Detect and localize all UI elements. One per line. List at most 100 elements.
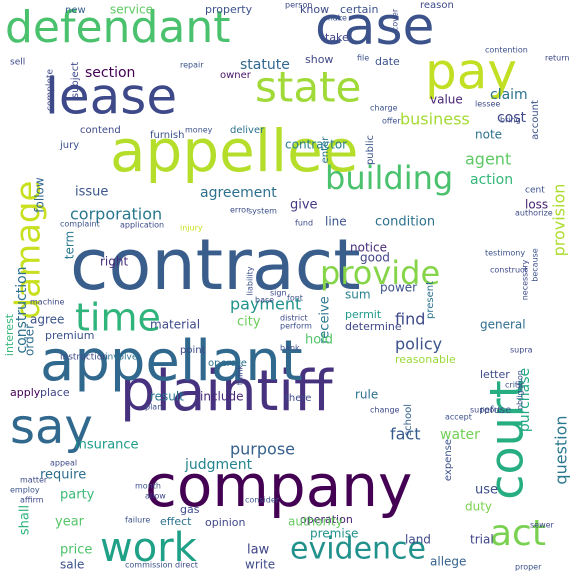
word-land: land	[405, 533, 431, 547]
word-action: action	[470, 172, 513, 188]
word-letter: letter	[480, 368, 510, 381]
word-premise: premise	[310, 527, 358, 541]
word-premium: premium	[45, 329, 95, 342]
word-trial: trial	[470, 533, 494, 547]
word-section: section	[85, 65, 135, 81]
word-pay: pay	[425, 43, 517, 101]
word-issue: issue	[75, 185, 108, 200]
word-think: think	[236, 365, 245, 386]
word-policy: policy	[395, 335, 442, 354]
word-allow: allow	[145, 492, 166, 501]
word-take: take	[325, 31, 349, 44]
word-plaintiff: plaintiff	[120, 359, 334, 424]
word-cover: cover	[391, 8, 400, 31]
word-complaint: complaint	[60, 220, 100, 229]
word-authority: authority	[288, 515, 343, 529]
word-notice: notice	[350, 241, 387, 255]
word-necessary: necessary	[521, 259, 530, 300]
word-rule: rule	[355, 388, 378, 402]
word-find: find	[395, 310, 425, 329]
word-appellant: appellant	[40, 329, 303, 394]
word-value: value	[430, 93, 463, 107]
word-point: point	[180, 345, 206, 356]
word-price: price	[60, 543, 92, 558]
word-consider: consider	[245, 496, 280, 505]
word-file: file	[357, 54, 369, 63]
word-matter: matter	[20, 476, 48, 485]
word-follow: follow	[33, 177, 47, 213]
word-operation: operation	[300, 513, 353, 526]
word-support: support	[470, 406, 501, 415]
word-machine: machine	[30, 298, 64, 307]
word-failure: failure	[125, 516, 150, 525]
word-purpose: purpose	[230, 440, 295, 459]
word-contract: contract	[70, 224, 361, 306]
word-testimony: testimony	[485, 249, 525, 258]
word-supra: supra	[510, 346, 533, 355]
word-bring: bring	[500, 116, 521, 125]
word-payment: payment	[230, 295, 301, 314]
word-involve: involve	[105, 353, 138, 363]
word-provision: provision	[550, 184, 569, 257]
word-agree: agree	[30, 313, 64, 327]
word-evidence: evidence	[290, 532, 426, 567]
word-contention: contention	[485, 46, 528, 55]
word-repair: repair	[180, 61, 204, 70]
word-perform: perform	[280, 322, 312, 331]
word-year: year	[55, 515, 85, 530]
word-determine: determine	[345, 320, 402, 333]
word-new: new	[65, 5, 86, 16]
word-shall: shall	[18, 505, 33, 535]
word-accept: accept	[445, 413, 472, 422]
word-bank: bank	[280, 344, 300, 353]
word-plan: plan	[145, 403, 162, 412]
word-show: show	[305, 53, 333, 66]
word-purchase: purchase	[517, 368, 533, 432]
word-person: person	[285, 1, 312, 10]
word-public: public	[365, 135, 376, 165]
word-opinion: opinion	[205, 516, 246, 529]
word-system: system	[248, 207, 277, 216]
word-error: error	[230, 206, 250, 215]
word-cost: cost	[497, 110, 527, 126]
word-know: know	[300, 3, 329, 16]
word-application: application	[120, 221, 164, 230]
word-sewer: sewer	[530, 521, 555, 530]
word-construct: construct	[490, 266, 528, 275]
word-appeal: appeal	[50, 459, 77, 468]
word-furnish: furnish	[150, 130, 184, 141]
word-instruction: instruction	[60, 353, 108, 363]
word-permit: permit	[345, 308, 382, 321]
word-material: material	[150, 318, 200, 332]
word-money: money	[185, 126, 213, 135]
word-month: month	[135, 482, 161, 491]
word-good: good	[360, 251, 390, 265]
word-party: party	[60, 488, 95, 503]
word-statute: statute	[240, 57, 290, 73]
word-water: water	[440, 427, 480, 443]
word-cent: cent	[525, 186, 545, 196]
word-district: district	[280, 314, 308, 323]
word-authorize: authorize	[515, 209, 553, 218]
word-account: account	[530, 100, 541, 140]
word-loss: loss	[525, 198, 548, 212]
word-jury: jury	[59, 140, 79, 151]
word-give: give	[290, 198, 318, 213]
word-reason: reason	[420, 0, 454, 11]
word-lease: lease	[45, 68, 177, 126]
word-service: service	[110, 3, 153, 17]
word-fact: fact	[390, 425, 421, 444]
word-write: write	[245, 558, 275, 572]
word-order: order	[23, 324, 37, 356]
word-operate: operate	[208, 358, 247, 369]
word-agent: agent	[465, 150, 511, 169]
word-proper: proper	[515, 563, 542, 572]
word-school: school	[403, 404, 414, 436]
word-complete: complete	[46, 69, 56, 112]
word-defendant: defendant	[5, 2, 230, 53]
word-term: term	[63, 231, 77, 260]
word-property: property	[205, 3, 253, 16]
word-return: return	[545, 54, 569, 63]
word-obligation: obligation	[516, 370, 525, 410]
